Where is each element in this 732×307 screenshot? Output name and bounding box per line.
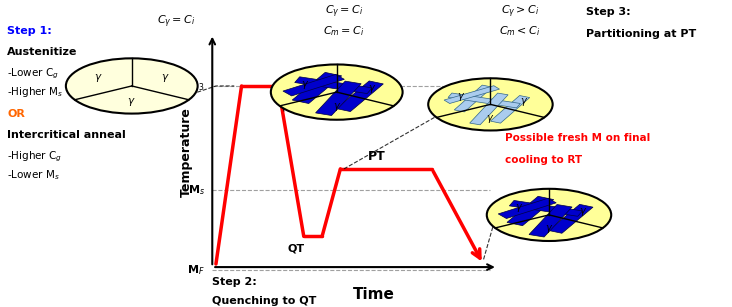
- Polygon shape: [295, 77, 372, 94]
- Polygon shape: [490, 95, 530, 123]
- Text: $\gamma$: $\gamma$: [160, 72, 169, 84]
- Text: $\gamma$: $\gamma$: [520, 96, 529, 108]
- Text: Temperature: Temperature: [180, 107, 193, 197]
- Text: Ac$_3$: Ac$_3$: [184, 79, 205, 93]
- Text: M$_s$: M$_s$: [188, 184, 205, 197]
- Polygon shape: [470, 93, 508, 125]
- Text: Partitioning at PT: Partitioning at PT: [586, 29, 696, 39]
- Polygon shape: [498, 198, 556, 219]
- Text: -Higher C$_g$: -Higher C$_g$: [7, 150, 62, 164]
- Text: $\gamma$: $\gamma$: [457, 91, 465, 103]
- Polygon shape: [292, 72, 342, 103]
- Text: -Lower C$_g$: -Lower C$_g$: [7, 67, 59, 81]
- Text: $\gamma$: $\gamma$: [578, 206, 587, 218]
- Text: $\gamma$: $\gamma$: [486, 113, 495, 125]
- Polygon shape: [548, 204, 593, 233]
- Text: $\gamma$: $\gamma$: [127, 96, 136, 108]
- Polygon shape: [336, 81, 384, 111]
- Polygon shape: [283, 75, 344, 96]
- Polygon shape: [507, 196, 553, 226]
- Text: QT: QT: [288, 244, 305, 254]
- Text: Step 2:: Step 2:: [212, 278, 257, 287]
- Text: Intercritical anneal: Intercritical anneal: [7, 130, 126, 140]
- Text: -Higher M$_s$: -Higher M$_s$: [7, 85, 64, 99]
- Text: cooling to RT: cooling to RT: [505, 155, 582, 165]
- Text: $C_\gamma = C_i$: $C_\gamma = C_i$: [157, 13, 195, 30]
- Circle shape: [487, 189, 611, 241]
- Text: Time: Time: [352, 287, 395, 302]
- Text: $C_m < C_i$: $C_m < C_i$: [499, 24, 540, 37]
- Polygon shape: [529, 204, 572, 237]
- Text: OR: OR: [7, 109, 25, 119]
- Text: $\gamma$: $\gamma$: [515, 202, 523, 214]
- Text: Austenitize: Austenitize: [7, 47, 78, 57]
- Text: Step 1:: Step 1:: [7, 26, 52, 36]
- Text: $\gamma$: $\gamma$: [545, 223, 553, 235]
- Text: $C_\gamma = C_i$: $C_\gamma = C_i$: [325, 4, 363, 21]
- Polygon shape: [455, 85, 493, 112]
- Text: M$_F$: M$_F$: [187, 263, 205, 277]
- Text: $\gamma$: $\gamma$: [94, 72, 103, 84]
- Polygon shape: [444, 86, 499, 103]
- Circle shape: [428, 78, 553, 130]
- Text: PT: PT: [368, 150, 386, 163]
- Polygon shape: [509, 200, 583, 216]
- Polygon shape: [315, 81, 361, 115]
- Text: Possible fresh M on final: Possible fresh M on final: [505, 133, 650, 143]
- Circle shape: [66, 58, 198, 114]
- Text: $\gamma$: $\gamma$: [302, 79, 310, 91]
- Text: Step 3:: Step 3:: [586, 7, 630, 17]
- Text: $\gamma$: $\gamma$: [368, 84, 376, 95]
- Text: Quenching to QT: Quenching to QT: [212, 296, 317, 306]
- Text: $\gamma$: $\gamma$: [332, 101, 341, 113]
- Text: -Lower M$_s$: -Lower M$_s$: [7, 168, 60, 182]
- Polygon shape: [448, 93, 520, 108]
- Text: $C_m = C_i$: $C_m = C_i$: [324, 24, 365, 37]
- Circle shape: [271, 64, 403, 120]
- Text: $C_\gamma > C_i$: $C_\gamma > C_i$: [501, 4, 539, 21]
